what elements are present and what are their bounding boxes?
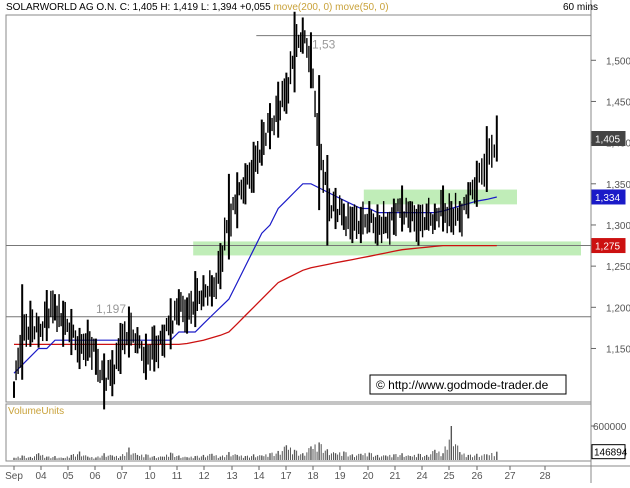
ma50-line	[13, 183, 497, 374]
volume-current-text: 146894	[594, 448, 628, 459]
x-tick-label: 27	[504, 471, 516, 482]
last-price-badge-text: 1,405	[595, 135, 620, 146]
x-tick-label: 04	[35, 471, 47, 482]
ma200-badge-bg	[591, 238, 626, 254]
y-tick-label: 1,300	[606, 221, 630, 232]
y-tick-label: 1,200	[606, 303, 630, 314]
ma200-line	[14, 244, 497, 346]
x-tick-label: 07	[116, 471, 128, 482]
x-tick-label: 17	[280, 471, 292, 482]
ma50-badge-bg	[591, 189, 626, 205]
volume-current-bg	[591, 444, 626, 460]
copyright-text: © http://www.godmode-trader.de	[376, 378, 549, 392]
x-tick-label: 11	[172, 471, 183, 482]
volume-title: VolumeUnits	[8, 406, 64, 417]
chart-header: SOLARWORLD AG O.N. C: 1,405 H: 1,419 L: …	[6, 1, 389, 15]
ma200-badge-text: 1,275	[595, 242, 620, 253]
timeframe-label: 60 mins	[562, 2, 598, 13]
ma50-legend: move(50, 0)	[335, 2, 389, 13]
x-tick-label: 18	[307, 471, 319, 482]
x-tick-label: 14	[253, 471, 265, 482]
ma50-badge-text: 1,334	[595, 193, 620, 204]
symbol-name: SOLARWORLD AG O.N.	[6, 2, 117, 13]
volume-plot-frame	[5, 403, 592, 462]
y-tick-label: 1,500	[606, 56, 630, 67]
last-price-badge-bg	[591, 131, 626, 147]
volume-tick-label: 600000	[593, 422, 627, 433]
x-tick-label: Sep	[5, 471, 23, 482]
price-plot-frame	[5, 14, 592, 403]
x-tick-label: 24	[416, 471, 428, 482]
x-tick-label: 28	[539, 471, 551, 482]
y-tick-label: 1,150	[606, 344, 630, 355]
y-tick-label: 1,350	[606, 180, 630, 191]
x-tick-label: 21	[389, 471, 401, 482]
x-tick-label: 25	[443, 471, 455, 482]
ohlc-readout: C: 1,405 H: 1,419 L: 1,394 +0,055	[119, 2, 271, 13]
copyright-box	[369, 374, 567, 395]
x-tick-label: 06	[89, 471, 101, 482]
ma200-legend: move(200, 0)	[273, 2, 333, 13]
x-tick-label: 10	[144, 471, 156, 482]
y-tick-label: 1,450	[606, 97, 630, 108]
x-tick-label: 13	[226, 471, 238, 482]
high-annotation: 1,53	[312, 38, 336, 52]
low-annotation: 1,197	[96, 302, 126, 316]
x-tick-label: 12	[198, 471, 210, 482]
y-tick-label: 1,250	[606, 262, 630, 273]
x-tick-label: 26	[471, 471, 483, 482]
support-zone	[193, 241, 581, 256]
x-tick-label: 05	[62, 471, 74, 482]
x-tick-label: 20	[362, 471, 374, 482]
x-tick-label: 19	[334, 471, 346, 482]
